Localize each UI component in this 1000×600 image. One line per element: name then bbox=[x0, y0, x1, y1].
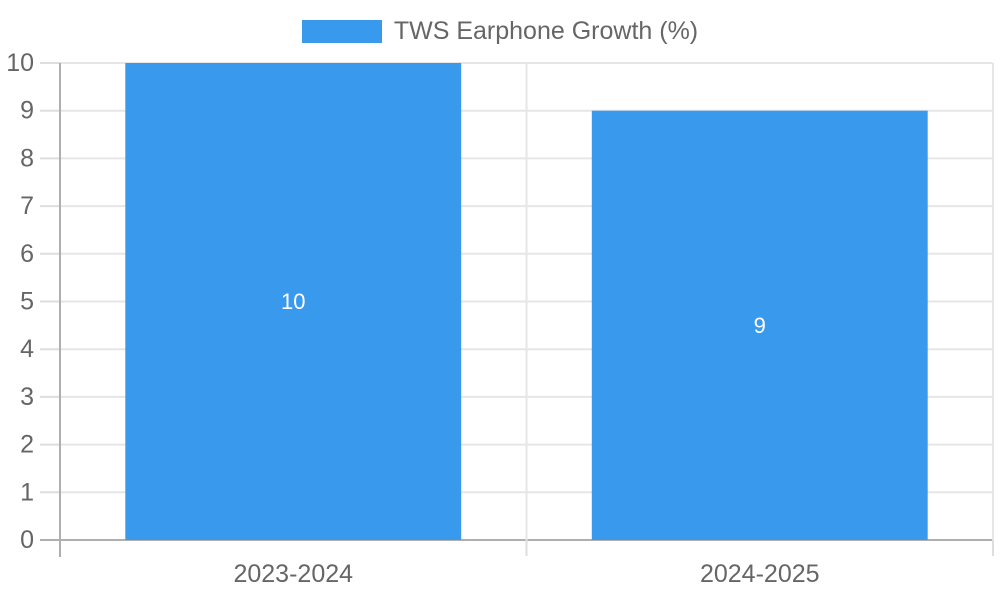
y-tick-label: 6 bbox=[20, 240, 34, 268]
y-tick-label: 9 bbox=[20, 97, 34, 125]
legend[interactable]: TWS Earphone Growth (%) bbox=[0, 0, 1000, 44]
y-tick-label: 2 bbox=[20, 431, 34, 459]
legend-swatch bbox=[301, 20, 382, 43]
y-tick-label: 7 bbox=[20, 192, 34, 220]
bar bbox=[125, 63, 462, 540]
y-tick-label: 3 bbox=[20, 383, 34, 411]
bar bbox=[591, 110, 928, 540]
y-tick-label: 8 bbox=[20, 144, 34, 172]
y-tick-label: 4 bbox=[20, 335, 34, 363]
y-tick-label: 10 bbox=[6, 49, 34, 77]
legend-label: TWS Earphone Growth (%) bbox=[393, 17, 699, 45]
bar-value-label: 9 bbox=[754, 313, 766, 338]
x-tick-label: 2024-2025 bbox=[700, 560, 820, 588]
y-tick-label: 1 bbox=[20, 478, 34, 506]
y-tick-label: 5 bbox=[20, 288, 34, 316]
bar-value-label: 10 bbox=[281, 289, 305, 314]
x-tick-label: 2023-2024 bbox=[233, 560, 353, 588]
y-tick-label: 0 bbox=[20, 526, 34, 554]
